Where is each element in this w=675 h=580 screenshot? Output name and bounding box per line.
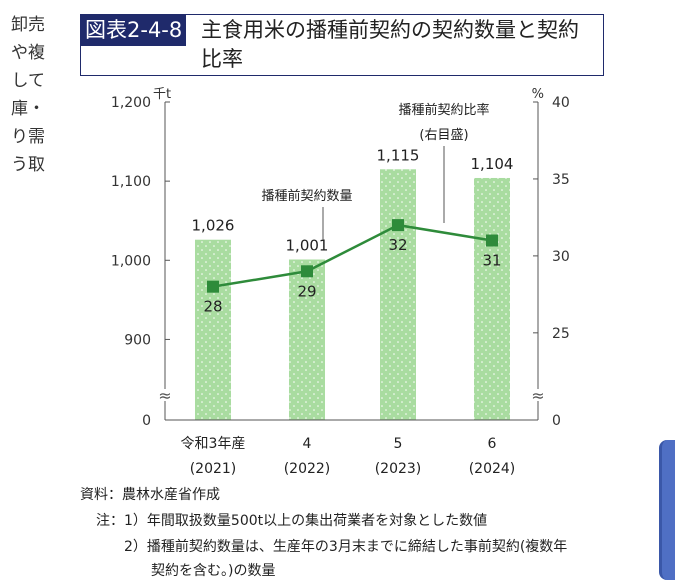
body-text-line: う取 [11,155,45,175]
body-text-line: 庫・ [11,99,45,119]
figure-number-tag: 図表2-4-8 [81,15,187,46]
ratio-value-label: 31 [482,252,501,270]
right-axis-break-gap [534,389,542,401]
right-axis-tick-label: 0 [552,413,561,429]
bar-2021 [195,239,231,420]
right-axis-tick-label: 30 [552,249,570,265]
right-axis-break-icon: ≈ [531,386,544,405]
bar-value-label: 1,026 [192,217,235,235]
footnote-1: 注：1）年間取扱数量500t以上の集出荷業者を対象とした数値 [96,513,488,529]
body-text-line: や複 [11,43,45,63]
figure-title: 主食用米の播種前契約の契約数量と契約比率 [201,18,579,71]
right-axis-unit: % [532,87,544,102]
body-text-line: り需 [11,127,45,147]
bar-value-label: 1,104 [471,155,514,173]
x-axis-tick-label: 6 [488,436,497,452]
left-axis-tick-label: 1,100 [111,174,151,190]
x-axis-year-label: (2023) [375,461,422,477]
body-text-line: して [11,71,46,91]
x-axis-year-label: (2021) [190,461,237,477]
x-axis-tick-label: 4 [303,436,312,452]
line-series-axis-note: (右目盛) [419,128,468,143]
bar-value-label: 1,001 [286,236,329,254]
source-note: 資料：農林水産省作成 [80,487,220,503]
x-axis-year-label: (2024) [469,461,516,477]
left-axis-tick-label: 0 [142,413,151,429]
left-axis-tick-label: 900 [124,332,151,348]
left-axis-break-icon: ≈ [158,386,171,405]
ratio-point [392,219,404,232]
x-axis-tick-label: 令和3年産 [181,436,246,452]
left-axis-tick-label: 1,000 [111,253,151,269]
ratio-point [207,280,219,293]
right-axis-tick-label: 35 [552,172,570,188]
footnote-3: 契約を含む。)の数量 [151,563,276,579]
bar-2024 [474,177,510,420]
bar-2023 [380,169,416,420]
left-axis-break-gap [161,389,169,401]
contract-chart: 1,026 1,001 1,115 1,104 1,200 1,100 1,000 900 0 4… [111,87,570,477]
section-side-tab[interactable] [659,440,675,580]
ratio-line [212,223,493,288]
ratio-value-label: 32 [388,236,407,254]
body-text-line: 卸売 [11,15,45,35]
left-axis-unit: 千t [153,87,171,102]
ratio-value-label: 29 [297,282,316,300]
right-axis-tick-label: 25 [552,326,570,342]
bar-value-label: 1,115 [377,146,420,164]
ratio-point [301,265,313,278]
bar-series-annotation: 播種前契約数量 [261,188,352,204]
footnote-2: 2）播種前契約数量は、生産年の3月末までに締結した事前契約(複数年 [124,539,568,555]
x-axis-year-label: (2022) [284,461,331,477]
ratio-point [486,234,498,247]
left-axis-tick-label: 1,200 [111,95,151,111]
figure-title-box: 図表2-4-8 主食用米の播種前契約の契約数量と契約比率 [80,14,604,76]
ratio-value-label: 28 [203,298,222,316]
right-axis-tick-label: 40 [552,95,570,111]
line-series-annotation: 播種前契約比率 [398,102,489,118]
bar-2022 [289,259,325,420]
x-axis-tick-label: 5 [394,436,403,452]
